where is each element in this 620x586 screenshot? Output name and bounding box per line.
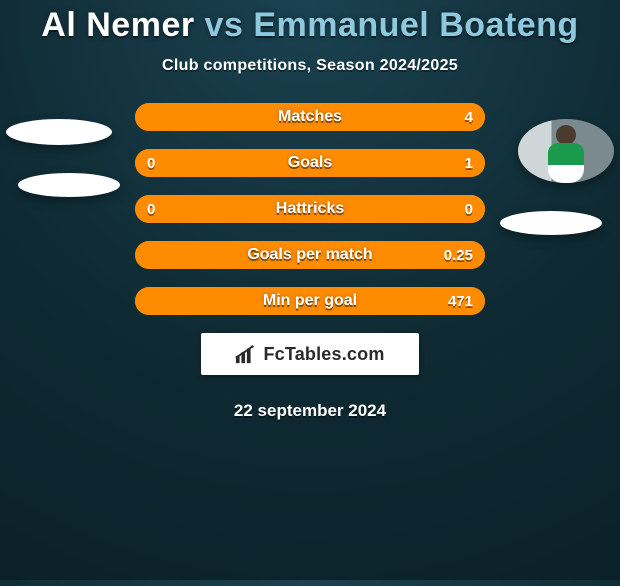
- page-title: Al Nemer vs Emmanuel Boateng: [0, 6, 620, 45]
- stat-row: Matches 4: [135, 103, 485, 131]
- stat-label: Goals per match: [247, 246, 372, 264]
- title-player2: Emmanuel Boateng: [253, 6, 578, 44]
- stat-label: Min per goal: [263, 292, 357, 310]
- stat-label: Matches: [278, 108, 342, 126]
- stat-row: Goals 0 1: [135, 149, 485, 177]
- stat-bars: Matches 4 Goals 0 1 Hattricks 0 0 Goals per matc…: [135, 103, 485, 315]
- stat-value-right: 1: [465, 155, 473, 172]
- bars-ascending-icon: [235, 344, 257, 364]
- stat-value-right: 4: [465, 109, 473, 126]
- date-stamp: 22 september 2024: [0, 401, 620, 421]
- avatar-right-photo: [518, 119, 614, 183]
- stat-row: Hattricks 0 0: [135, 195, 485, 223]
- title-player1: Al Nemer: [41, 6, 194, 44]
- stat-value-right: 0: [465, 201, 473, 218]
- stat-value-left: 0: [147, 155, 155, 172]
- stat-value-right: 0.25: [444, 247, 473, 264]
- avatar-left-placeholder: [6, 119, 112, 145]
- title-vs: vs: [205, 6, 244, 44]
- avatar-right-placeholder: [500, 211, 602, 235]
- comparison-stage: Matches 4 Goals 0 1 Hattricks 0 0 Goals per matc…: [0, 103, 620, 421]
- stat-row: Min per goal 471: [135, 287, 485, 315]
- subtitle: Club competitions, Season 2024/2025: [0, 57, 620, 75]
- brand-text: FcTables.com: [263, 344, 384, 365]
- brand-box: FcTables.com: [201, 333, 419, 375]
- stat-value-right: 471: [448, 293, 473, 310]
- stat-label: Hattricks: [276, 200, 344, 218]
- avatar-left-placeholder-2: [18, 173, 120, 197]
- stat-label: Goals: [288, 154, 332, 172]
- stat-row: Goals per match 0.25: [135, 241, 485, 269]
- stat-value-left: 0: [147, 201, 155, 218]
